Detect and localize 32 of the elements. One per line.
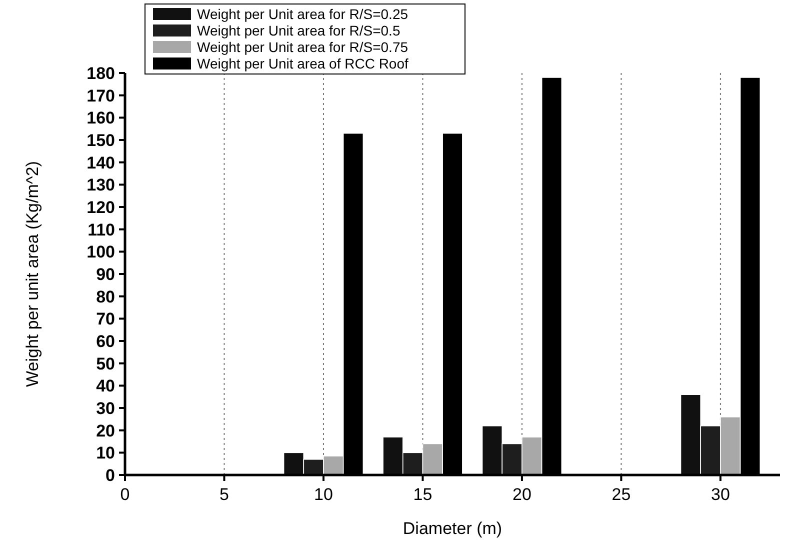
x-tick-label: 20: [512, 485, 532, 504]
y-tick-label: 180: [86, 64, 115, 83]
y-axis-title: Weight per unit area (Kg/m^2): [23, 161, 42, 387]
x-tick-label: 25: [612, 485, 631, 504]
legend-label: Weight per Unit area for R/S=0.5: [197, 22, 400, 38]
y-tick-label: 120: [86, 198, 115, 217]
legend-label: Weight per Unit area of RCC Roof: [197, 56, 408, 72]
y-tick-label: 40: [96, 376, 115, 396]
y-tick-label: 130: [86, 176, 115, 195]
y-tick-label: 160: [86, 108, 115, 128]
y-tick-label: 20: [96, 421, 115, 440]
y-tick-label: 30: [96, 399, 115, 418]
legend-label: Weight per Unit area for R/S=0.75: [197, 39, 408, 55]
x-tick-label: 30: [710, 485, 730, 504]
legend-label: Weight per Unit area for R/S=0.25: [197, 6, 408, 22]
x-tick-label: 10: [314, 485, 333, 504]
y-tick-label: 70: [96, 310, 115, 329]
y-tick-label: 100: [86, 242, 115, 262]
y-tick-label: 80: [96, 287, 115, 306]
y-tick-label: 110: [88, 220, 115, 240]
y-tick-label: 10: [96, 444, 115, 463]
x-axis-title: Diameter (m): [402, 519, 502, 538]
y-tick-label: 50: [96, 354, 115, 374]
y-tick-label: 0: [106, 466, 115, 485]
y-tick-label: 170: [86, 86, 115, 106]
y-tick-label: 60: [96, 332, 115, 351]
x-tick-label: 15: [413, 485, 432, 504]
x-tick-label: 0: [120, 485, 130, 504]
x-tick-label: 5: [220, 485, 229, 504]
y-tick-label: 90: [96, 265, 115, 284]
y-tick-label: 140: [86, 153, 115, 172]
y-tick-label: 150: [86, 131, 115, 150]
